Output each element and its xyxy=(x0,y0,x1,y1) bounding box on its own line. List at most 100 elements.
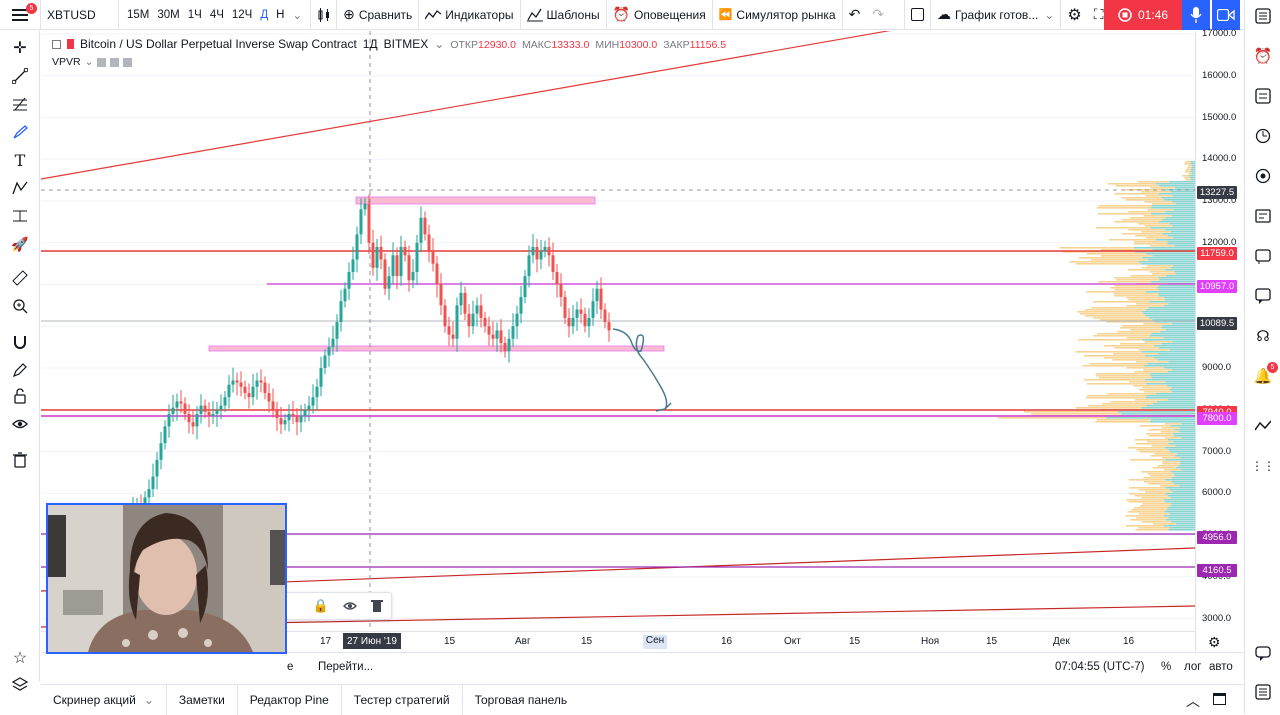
layout-save-button[interactable]: ☁ График готов... ⌄ xyxy=(930,0,1060,30)
log-toggle[interactable]: лог xyxy=(1184,661,1202,673)
measure-tool[interactable] xyxy=(8,266,32,290)
resistance-zone[interactable] xyxy=(355,196,596,205)
text-tool[interactable]: T xyxy=(8,148,32,172)
percent-toggle[interactable]: % xyxy=(1161,661,1172,673)
auto-toggle[interactable]: авто xyxy=(1209,661,1233,673)
goto-button[interactable]: Перейти... xyxy=(318,661,374,673)
brush-tool[interactable] xyxy=(8,120,32,144)
chevron-down-icon[interactable]: ⌄ xyxy=(434,37,445,51)
candle xyxy=(231,367,235,393)
chevron-down-icon[interactable]: ⌄ xyxy=(292,9,303,22)
tab-pine-editor[interactable]: Редактор Pine xyxy=(238,684,342,715)
settings-button[interactable]: ⚙ xyxy=(1060,0,1087,30)
pattern-tool[interactable] xyxy=(8,176,32,200)
favorites-tool[interactable]: ☆ xyxy=(8,646,32,670)
hotlist-button[interactable] xyxy=(1251,124,1275,148)
tab-stock-screener[interactable]: Скринер акций ⌄ xyxy=(41,684,167,715)
candle xyxy=(495,322,499,352)
fib-tool[interactable] xyxy=(8,92,32,116)
replay-button[interactable]: ⏪ Симулятор рынка xyxy=(711,0,842,30)
zoom-tool[interactable] xyxy=(8,294,32,318)
candle xyxy=(307,395,311,422)
undo-button[interactable]: ↶ xyxy=(841,0,867,30)
news-button[interactable] xyxy=(1251,204,1275,228)
streams-button[interactable]: ☊ xyxy=(1251,324,1275,348)
redo-button[interactable]: ↷ xyxy=(866,0,890,30)
indicators-button[interactable]: Индикаторы xyxy=(418,0,519,30)
prediction-tool[interactable] xyxy=(8,204,32,228)
chart-canvas[interactable] xyxy=(41,31,1195,631)
support-zone[interactable] xyxy=(208,345,665,352)
close-icon[interactable] xyxy=(123,57,133,67)
candle xyxy=(527,245,531,288)
candle xyxy=(371,229,375,276)
candle xyxy=(467,304,471,338)
chat-button[interactable] xyxy=(1251,284,1275,308)
price-tag: 4956.0 xyxy=(1197,530,1237,544)
chart-pane[interactable] xyxy=(41,31,1195,631)
lock-icon[interactable]: 🔒 xyxy=(312,598,329,613)
timeframe-day[interactable]: Д xyxy=(260,8,269,21)
alerts-panel-button[interactable]: ⏰ xyxy=(1251,44,1275,68)
date-range-label[interactable]: e xyxy=(287,661,294,673)
ideas-button[interactable] xyxy=(1251,244,1275,268)
candle xyxy=(359,198,363,245)
timeframe-week[interactable]: Н xyxy=(276,8,285,21)
notifications-button[interactable]: 🔔 5 xyxy=(1251,362,1278,388)
account-button[interactable] xyxy=(1251,680,1275,704)
timeframe-4h[interactable]: 4Ч xyxy=(209,8,224,21)
tab-trading-panel[interactable]: Торговая панель xyxy=(463,685,580,715)
collapse-panel-button[interactable]: ︿ xyxy=(1186,691,1200,711)
menu-button[interactable]: 5 xyxy=(0,0,40,30)
lock-tool[interactable] xyxy=(8,384,32,408)
chart-type-button[interactable] xyxy=(310,0,336,30)
timeframe-15m[interactable]: 15М xyxy=(127,8,150,21)
price-axis[interactable]: 17000.0 16000.0 15000.0 14000.0 13000.0 12000… xyxy=(1195,28,1244,651)
hide-tool[interactable] xyxy=(8,412,32,436)
tab-strategy-tester[interactable]: Тестер стратегий xyxy=(342,684,463,715)
symbol-search[interactable]: XBTUSD xyxy=(40,0,118,30)
brush-projection[interactable] xyxy=(612,328,672,412)
magnet-tool[interactable] xyxy=(8,330,32,354)
eye-icon[interactable] xyxy=(343,599,357,613)
remove-tool[interactable] xyxy=(8,448,32,472)
timeframe-30m[interactable]: 30М xyxy=(157,8,180,21)
templates-button[interactable]: Шаблоны xyxy=(519,0,606,30)
icon-tool[interactable]: 🚀 xyxy=(8,232,32,256)
axis-settings-button[interactable]: ⚙ xyxy=(1208,634,1221,651)
mic-button[interactable] xyxy=(1182,0,1210,30)
candle xyxy=(343,282,347,308)
chevron-down-icon[interactable]: ⌄ xyxy=(84,56,94,68)
tab-notes[interactable]: Заметки xyxy=(167,684,238,715)
vpvr-legend[interactable]: VPVR ⌄ xyxy=(52,56,133,68)
data-window-button[interactable] xyxy=(1251,84,1275,108)
stay-drawing-tool[interactable] xyxy=(8,358,32,382)
more-widgets-button[interactable]: ⋮⋮ xyxy=(1251,454,1275,478)
calendar-button[interactable] xyxy=(1251,164,1275,188)
candle xyxy=(455,297,459,352)
recording-button[interactable]: 01:46 xyxy=(1104,0,1182,30)
candle xyxy=(507,329,511,363)
object-tree-tool[interactable] xyxy=(8,672,32,696)
clock-label[interactable]: 07:04:55 (UTC-7) xyxy=(1055,661,1145,673)
trash-icon[interactable] xyxy=(371,599,383,613)
eye-icon[interactable] xyxy=(97,57,107,67)
help-button[interactable] xyxy=(1251,642,1275,666)
timeframe-12h[interactable]: 12Ч xyxy=(231,8,253,21)
timeframe-1h[interactable]: 1Ч xyxy=(187,8,202,21)
trading-panel-button[interactable] xyxy=(1251,414,1275,438)
maximize-panel-button[interactable] xyxy=(1213,693,1226,708)
trendline-upper[interactable] xyxy=(41,31,899,180)
fullscreen-button[interactable]: ⛶ xyxy=(1088,0,1110,30)
fullscreen-layout-button[interactable] xyxy=(904,0,930,30)
compare-button[interactable]: ⊕ Сравнить xyxy=(336,0,418,30)
trendline-tool[interactable] xyxy=(8,64,32,88)
watchlist-button[interactable] xyxy=(1251,4,1275,28)
camera-button[interactable] xyxy=(1212,0,1240,30)
stop-record-icon xyxy=(1118,8,1132,22)
time-axis[interactable]: 17 15 Авг 15 Сен 16 Окт 15 Ноя 15 Дек 16 xyxy=(41,631,1195,651)
crosshair-tool[interactable]: ✛ xyxy=(8,36,32,60)
collapse-icon[interactable] xyxy=(52,39,61,49)
alerts-button[interactable]: ⏰ Оповещения xyxy=(605,0,712,30)
gear-icon[interactable] xyxy=(110,57,120,67)
